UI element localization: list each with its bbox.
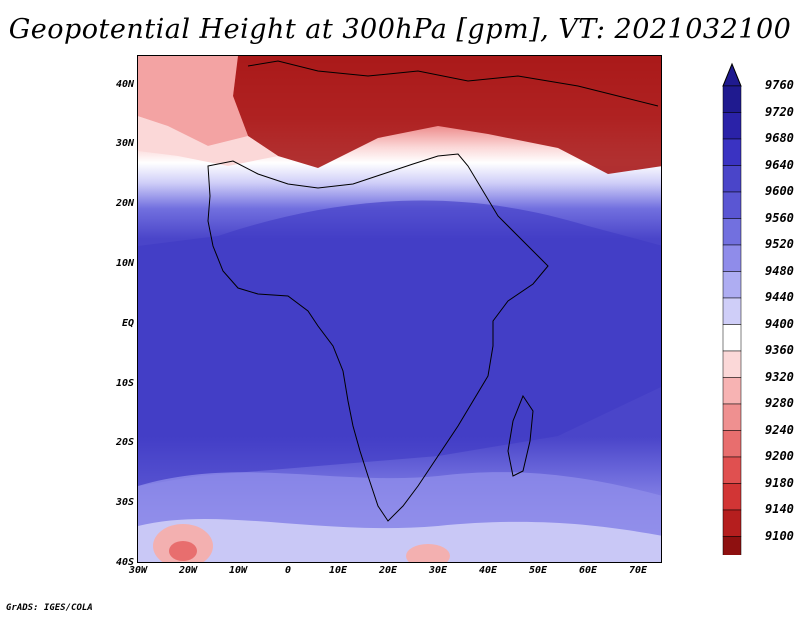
colorbar-level-label: 9280 bbox=[765, 396, 794, 410]
colorbar-level-label: 9720 bbox=[765, 104, 794, 119]
lon-label: 20E bbox=[378, 565, 398, 576]
lat-label: 20S bbox=[115, 437, 134, 448]
colorbar-bin bbox=[722, 218, 742, 246]
lat-label: 30N bbox=[115, 138, 134, 149]
colorbar-level-label: 9480 bbox=[765, 263, 794, 278]
colorbar-bin bbox=[722, 403, 742, 431]
colorbar-level-label: 9100 bbox=[765, 528, 794, 543]
lat-label: 20N bbox=[115, 198, 134, 209]
colorbar-level-label: 9640 bbox=[765, 157, 794, 172]
colorbar-bin bbox=[722, 165, 742, 193]
colorbar-level-label: 9320 bbox=[765, 369, 794, 384]
colorbar-bin bbox=[722, 112, 742, 140]
colorbar-level-label: 9680 bbox=[765, 131, 794, 145]
colorbar-bin bbox=[722, 350, 742, 378]
lat-label: 10S bbox=[115, 378, 134, 389]
lon-label: 10E bbox=[328, 565, 348, 576]
lon-label: 30E bbox=[428, 565, 448, 576]
colorbar-bin bbox=[722, 191, 742, 219]
geopotential-height-map bbox=[137, 55, 662, 563]
lon-label: 10W bbox=[228, 565, 248, 576]
colorbar-level-label: 9360 bbox=[765, 343, 794, 357]
colorbar-level-label: 9440 bbox=[765, 290, 794, 304]
lon-label: 30W bbox=[128, 565, 148, 576]
lon-label: 20W bbox=[178, 565, 198, 576]
lon-label: 0 bbox=[284, 565, 292, 576]
colorbar-bin bbox=[722, 430, 742, 458]
colorbar-level-label: 9560 bbox=[765, 210, 794, 225]
colorbar-level-label: 9240 bbox=[765, 422, 794, 437]
colorbar-bin bbox=[722, 456, 742, 484]
lon-label: 40E bbox=[478, 565, 498, 576]
lon-label: 50E bbox=[528, 565, 548, 576]
colorbar bbox=[722, 62, 742, 555]
colorbar-bin bbox=[722, 536, 742, 555]
colorbar-bin bbox=[722, 85, 742, 113]
colorbar-bin bbox=[722, 324, 742, 352]
map-shading bbox=[138, 56, 661, 562]
colorbar-bin bbox=[722, 377, 742, 405]
colorbar-bin bbox=[722, 271, 742, 299]
lat-label: 10N bbox=[115, 258, 134, 269]
lat-label: 40S bbox=[115, 557, 134, 568]
colorbar-level-label: 9180 bbox=[765, 475, 794, 490]
colorbar-level-label: 9400 bbox=[765, 316, 794, 331]
colorbar-level-label: 9600 bbox=[765, 184, 794, 198]
colorbar-level-label: 9140 bbox=[765, 502, 794, 516]
map-title: Geopotential Height at 300hPa [gpm], VT:… bbox=[8, 14, 792, 45]
lat-label: EQ bbox=[121, 318, 134, 329]
lon-label: 60E bbox=[578, 565, 598, 576]
colorbar-level-label: 9520 bbox=[765, 237, 794, 251]
colorbar-level-label: 9760 bbox=[765, 78, 794, 92]
colorbar-bin bbox=[722, 509, 742, 537]
colorbar-level-label: 9200 bbox=[765, 449, 794, 463]
colorbar-bin bbox=[722, 138, 742, 166]
colorbar-bin bbox=[722, 483, 742, 511]
lat-label: 30S bbox=[115, 497, 134, 508]
colorbar-bin bbox=[722, 244, 742, 272]
lon-label: 70E bbox=[628, 565, 648, 576]
colorbar-bin bbox=[722, 297, 742, 325]
colorbar-top-arrow bbox=[722, 62, 742, 87]
lat-label: 40N bbox=[115, 79, 134, 90]
grads-credit: GrADS: IGES/COLA bbox=[6, 603, 93, 613]
